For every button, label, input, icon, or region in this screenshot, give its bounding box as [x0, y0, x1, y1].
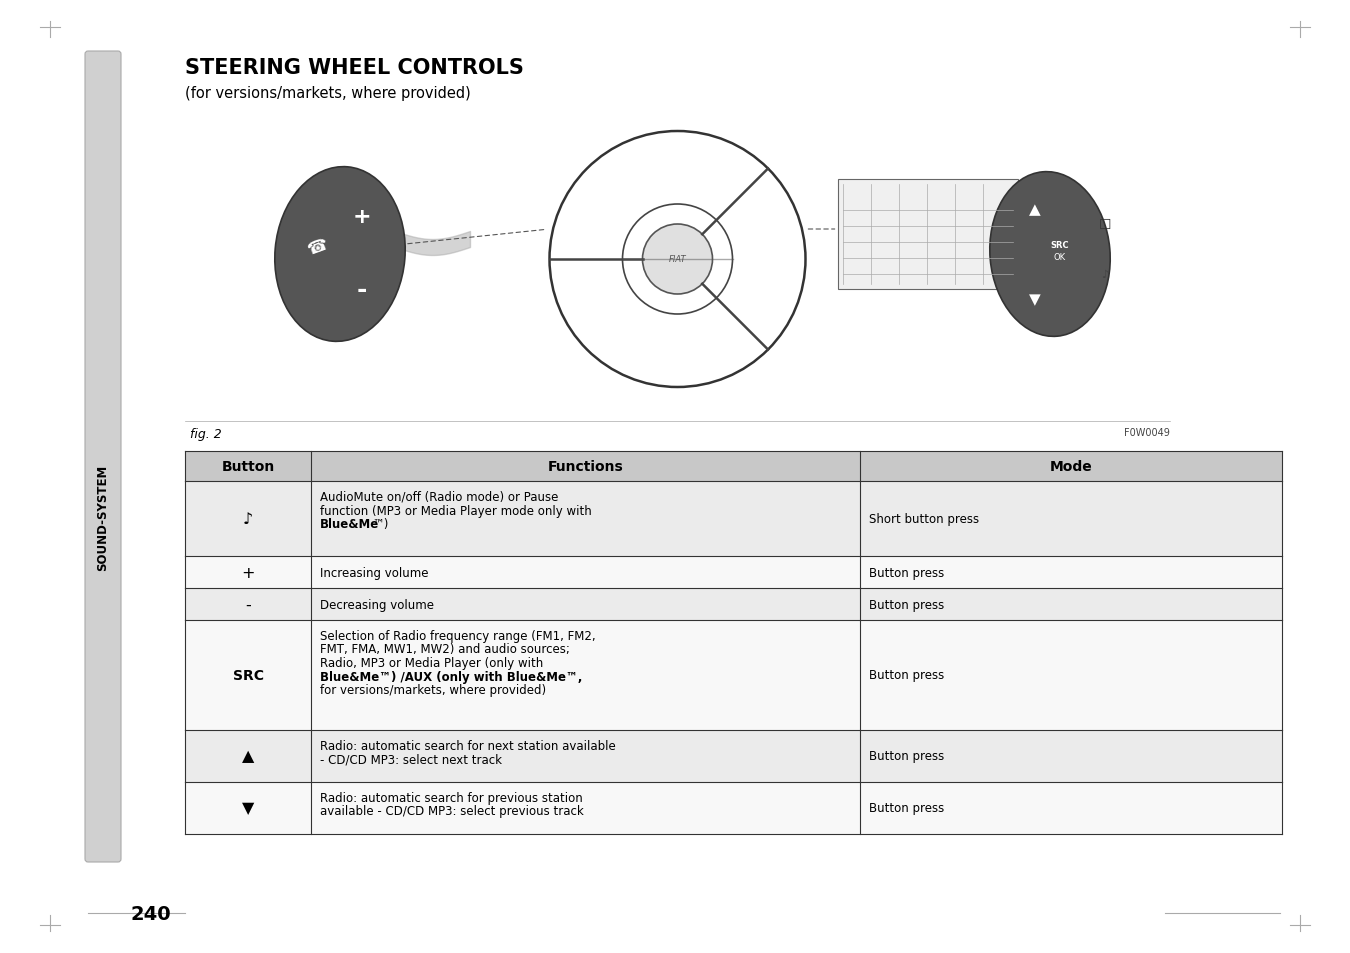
Text: ▲: ▲ [242, 749, 254, 763]
Text: - CD/CD MP3: select next track: - CD/CD MP3: select next track [320, 753, 502, 765]
Text: ☎: ☎ [305, 234, 331, 258]
Text: ▼: ▼ [1029, 293, 1041, 307]
Bar [837, 180, 1018, 290]
Text: (for versions/markets, where provided): (for versions/markets, where provided) [185, 86, 471, 101]
Text: ▲: ▲ [1029, 202, 1041, 217]
Text: for versions/markets, where provided): for versions/markets, where provided) [320, 683, 547, 697]
Text: OK: OK [1054, 253, 1067, 262]
Text: 240: 240 [130, 904, 170, 923]
Text: Mode: Mode [1049, 459, 1092, 474]
Bar [185, 557, 1282, 588]
Text: Button press: Button press [868, 566, 944, 578]
Text: Short button press: Short button press [868, 513, 979, 525]
Text: F0W0049: F0W0049 [1125, 428, 1170, 437]
FancyBboxPatch shape [85, 52, 122, 862]
Text: Button press: Button press [868, 801, 944, 815]
Text: Functions: Functions [548, 459, 624, 474]
Text: available - CD/CD MP3: select previous track: available - CD/CD MP3: select previous t… [320, 804, 585, 818]
Text: Button press: Button press [868, 750, 944, 762]
Text: +: + [352, 207, 371, 227]
Text: Radio: automatic search for next station available: Radio: automatic search for next station… [320, 740, 616, 752]
Circle shape [643, 225, 713, 294]
Text: ☐: ☐ [1099, 218, 1111, 232]
Text: FMT, FMA, MW1, MW2) and audio sources;: FMT, FMA, MW1, MW2) and audio sources; [320, 643, 570, 656]
Text: Button: Button [221, 459, 274, 474]
Bar [185, 588, 1282, 620]
Text: SRC: SRC [232, 668, 263, 682]
Text: Blue&Me™) /AUX (only with Blue&Me™,: Blue&Me™) /AUX (only with Blue&Me™, [320, 670, 583, 682]
Text: SRC: SRC [1050, 240, 1069, 250]
Text: Decreasing volume: Decreasing volume [320, 598, 435, 611]
Text: ™): ™) [373, 517, 389, 531]
Bar [185, 620, 1282, 730]
Ellipse shape [990, 172, 1110, 337]
Text: FIAT: FIAT [668, 255, 686, 264]
Text: Blue&Me: Blue&Me [320, 517, 379, 531]
Text: ▼: ▼ [242, 801, 254, 816]
Text: Radio: automatic search for previous station: Radio: automatic search for previous sta… [320, 791, 583, 804]
Bar [185, 452, 1282, 481]
Text: Selection of Radio frequency range (FM1, FM2,: Selection of Radio frequency range (FM1,… [320, 629, 595, 642]
Text: STEERING WHEEL CONTROLS: STEERING WHEEL CONTROLS [185, 58, 524, 78]
Text: -: - [356, 277, 367, 302]
Text: Radio, MP3 or Media Player (only with: Radio, MP3 or Media Player (only with [320, 657, 544, 669]
Text: AudioMute on/off (Radio mode) or Pause: AudioMute on/off (Radio mode) or Pause [320, 491, 559, 503]
Bar [185, 782, 1282, 834]
Bar [185, 730, 1282, 782]
Bar [185, 481, 1282, 557]
Ellipse shape [275, 168, 405, 342]
Text: function (MP3 or Media Player mode only with: function (MP3 or Media Player mode only … [320, 504, 591, 517]
Text: +: + [242, 565, 255, 579]
Text: Increasing volume: Increasing volume [320, 566, 429, 578]
Text: ♪: ♪ [1102, 270, 1108, 280]
Bar [185, 120, 1170, 419]
Text: Button press: Button press [868, 598, 944, 611]
Text: ♪: ♪ [243, 512, 254, 526]
Text: Button press: Button press [868, 669, 944, 681]
Text: -: - [246, 597, 251, 612]
Text: SOUND-SYSTEM: SOUND-SYSTEM [96, 464, 109, 570]
Text: fig. 2: fig. 2 [190, 428, 221, 440]
